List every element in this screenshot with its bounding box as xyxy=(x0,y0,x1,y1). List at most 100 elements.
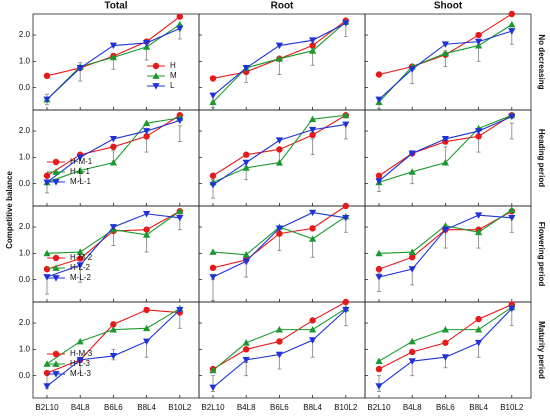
point xyxy=(309,37,317,44)
point xyxy=(43,96,51,104)
point xyxy=(109,159,117,166)
y-tick-label: 1.0 xyxy=(19,152,31,161)
x-tick-label: B4L8 xyxy=(237,403,256,412)
y-tick-label: 1.0 xyxy=(19,344,31,353)
point xyxy=(242,251,250,258)
point xyxy=(309,126,317,134)
point xyxy=(242,159,250,167)
point xyxy=(242,164,250,171)
panel-frame xyxy=(364,301,532,399)
point xyxy=(43,249,51,257)
point xyxy=(309,235,317,242)
error-bar xyxy=(443,231,448,249)
series-line xyxy=(212,114,347,177)
legend-label: H-L-3 xyxy=(70,359,91,368)
error-bar xyxy=(509,122,514,140)
point xyxy=(475,339,483,347)
legend-label: H-M-2 xyxy=(70,253,93,262)
point xyxy=(408,337,416,345)
point xyxy=(109,353,117,360)
point xyxy=(276,146,283,153)
point xyxy=(275,351,283,359)
row-title: Flowering period xyxy=(537,222,546,287)
point xyxy=(508,214,516,222)
legend-label: H-M-1 xyxy=(70,157,93,166)
point xyxy=(342,121,350,129)
point xyxy=(143,324,151,332)
point xyxy=(508,305,516,313)
point xyxy=(209,248,217,255)
legend-label: H-L-1 xyxy=(70,167,91,176)
x-tick-label: B6L6 xyxy=(270,403,289,412)
point xyxy=(209,366,217,374)
point xyxy=(375,274,383,281)
point xyxy=(76,248,84,255)
point xyxy=(52,179,60,186)
point xyxy=(43,172,51,179)
point xyxy=(475,128,483,135)
legend-label: H-M-3 xyxy=(70,349,93,358)
point xyxy=(76,166,84,174)
point xyxy=(52,360,60,367)
x-tick-label: B6L6 xyxy=(104,403,123,412)
point xyxy=(143,226,150,233)
point xyxy=(275,159,283,166)
point xyxy=(375,265,383,273)
point xyxy=(275,42,283,50)
point xyxy=(143,128,151,135)
error-bar xyxy=(410,172,415,185)
point xyxy=(408,66,416,73)
point xyxy=(342,298,349,306)
panel-frame xyxy=(32,109,200,207)
point xyxy=(342,214,350,222)
point xyxy=(243,151,250,158)
panel-frame xyxy=(364,109,532,207)
point xyxy=(209,98,217,105)
point xyxy=(441,49,449,57)
legend-label: M xyxy=(170,71,177,80)
point xyxy=(143,211,151,218)
point xyxy=(242,65,250,72)
y-tick-label: 2.0 xyxy=(19,318,31,327)
error-bar xyxy=(211,279,215,302)
point xyxy=(408,358,416,365)
point xyxy=(408,150,416,157)
legend-label: H-L-2 xyxy=(70,263,91,272)
point xyxy=(475,31,482,39)
point xyxy=(342,202,349,210)
point xyxy=(209,384,217,392)
point xyxy=(275,55,283,62)
y-tick-label: 2.0 xyxy=(19,126,31,135)
point xyxy=(309,209,317,217)
error-bar xyxy=(310,138,315,156)
row-title: No decreasing xyxy=(537,34,546,89)
y-tick-label: 2.0 xyxy=(19,222,31,231)
point xyxy=(309,47,317,54)
point xyxy=(508,113,516,121)
column-title: Root xyxy=(271,1,294,12)
legend-label: M-L-3 xyxy=(70,369,91,378)
point xyxy=(176,307,184,314)
row-title: Maturity period xyxy=(537,321,546,379)
point xyxy=(508,10,515,18)
point xyxy=(242,356,250,364)
x-tick-label: B8L4 xyxy=(303,403,322,412)
point xyxy=(152,83,160,90)
point xyxy=(52,264,60,271)
x-tick-label: B10L2 xyxy=(168,403,192,412)
point xyxy=(408,266,416,273)
point xyxy=(52,371,60,378)
legend-label: M-L-2 xyxy=(70,273,91,282)
point xyxy=(276,230,283,237)
point xyxy=(209,274,217,281)
point xyxy=(43,360,51,367)
point xyxy=(209,182,217,189)
panel-frame xyxy=(32,301,200,399)
point xyxy=(242,339,250,346)
column-title: Shoot xyxy=(434,1,463,12)
point xyxy=(176,214,184,222)
point xyxy=(176,117,184,125)
point xyxy=(43,179,51,186)
point xyxy=(52,168,60,175)
